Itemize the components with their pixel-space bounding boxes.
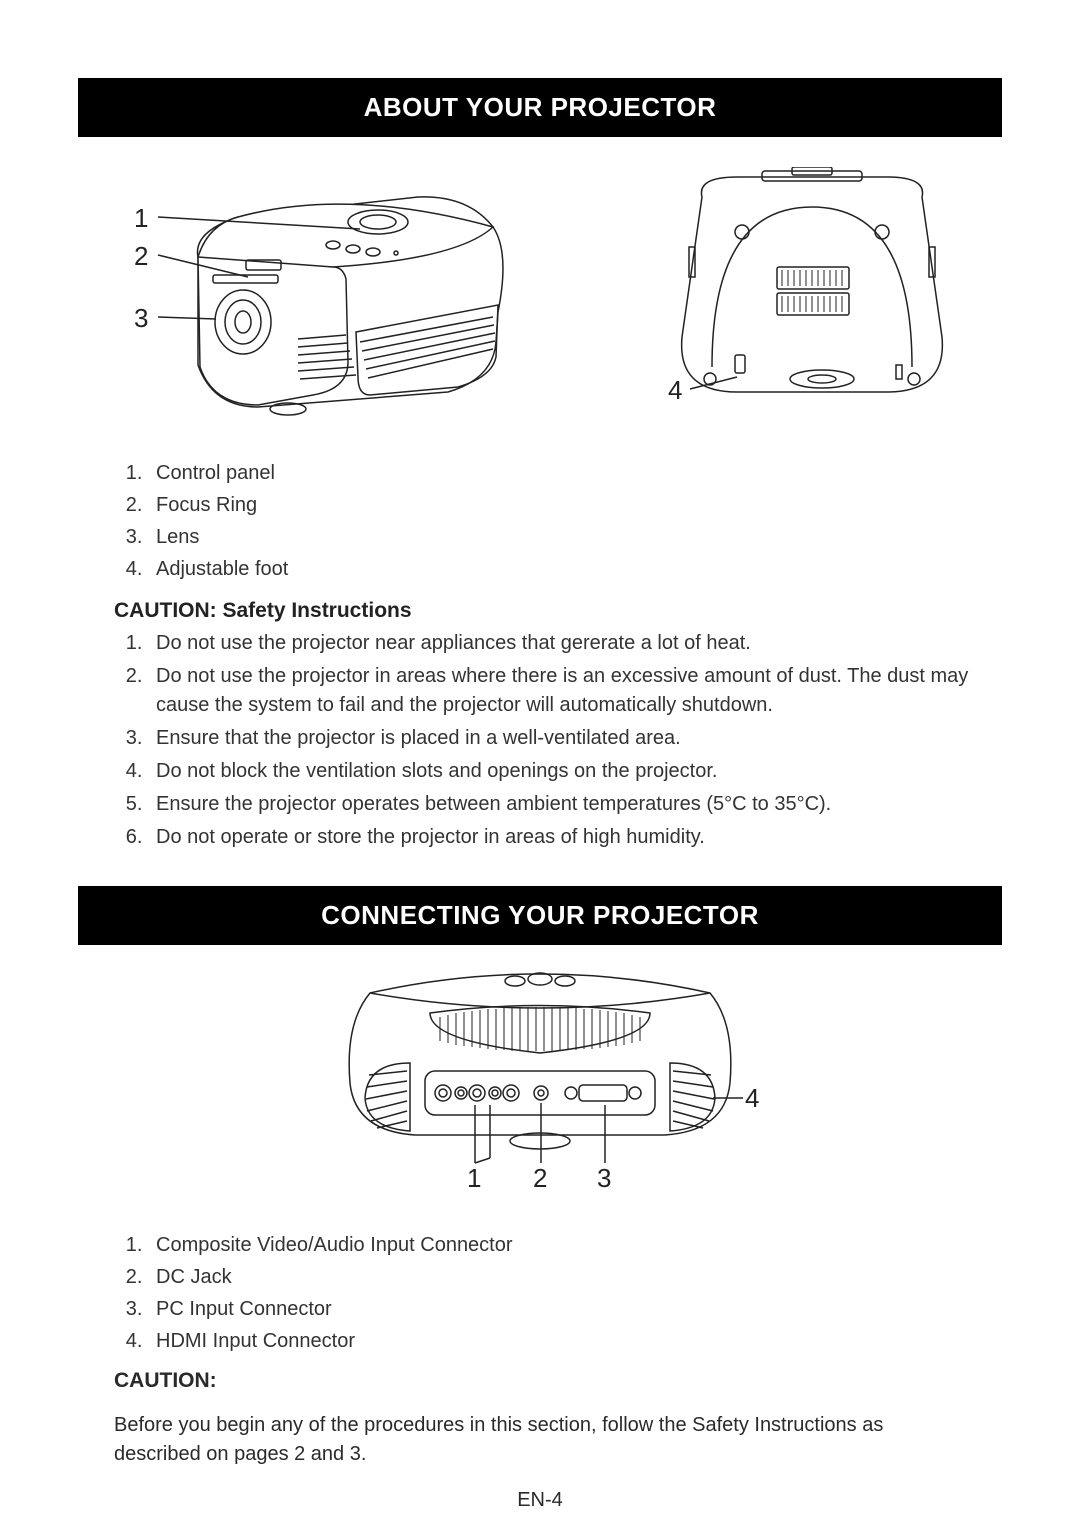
callout-4: 4 xyxy=(668,375,682,406)
safety-item: Do not block the ventilation slots and o… xyxy=(148,757,1002,786)
safety-item: Ensure that the projector is placed in a… xyxy=(148,724,1002,753)
projector-bottom-view: 4 xyxy=(642,167,982,417)
safety-item: Ensure the projector operates between am… xyxy=(148,790,1002,819)
projector-side-view: 1 2 3 xyxy=(98,167,538,427)
caution-safety-heading: CAUTION: Safety Instructions xyxy=(114,599,1002,623)
part-item: Control panel xyxy=(148,457,1002,489)
rear-callout-3: 3 xyxy=(597,1163,611,1194)
part-item: PC Input Connector xyxy=(148,1293,1002,1325)
callout-2: 2 xyxy=(134,241,148,272)
caution-heading: CAUTION: xyxy=(114,1369,1002,1393)
part-item: HDMI Input Connector xyxy=(148,1325,1002,1357)
safety-item: Do not use the projector near appliances… xyxy=(148,629,1002,658)
about-parts-list: Control panel Focus Ring Lens Adjustable… xyxy=(78,457,1002,585)
connecting-diagram: 1 2 3 4 xyxy=(78,945,1002,1219)
part-item: Lens xyxy=(148,521,1002,553)
part-item: Adjustable foot xyxy=(148,553,1002,585)
part-item: Focus Ring xyxy=(148,489,1002,521)
part-item: Composite Video/Audio Input Connector xyxy=(148,1229,1002,1261)
safety-item: Do not use the projector in areas where … xyxy=(148,662,1002,720)
safety-item: Do not operate or store the projector in… xyxy=(148,823,1002,852)
projector-rear-view: 1 2 3 4 xyxy=(315,963,765,1213)
rear-callout-1: 1 xyxy=(467,1163,481,1194)
rear-callout-4: 4 xyxy=(745,1083,759,1114)
caution-body-text: Before you begin any of the procedures i… xyxy=(114,1411,964,1469)
callout-3: 3 xyxy=(134,303,148,334)
part-item: DC Jack xyxy=(148,1261,1002,1293)
safety-instructions-list: Do not use the projector near appliances… xyxy=(78,629,1002,852)
rear-callout-2: 2 xyxy=(533,1163,547,1194)
section-title-connecting: CONNECTING YOUR PROJECTOR xyxy=(78,886,1002,945)
page-number: EN-4 xyxy=(78,1489,1002,1512)
section-title-about: ABOUT YOUR PROJECTOR xyxy=(78,78,1002,137)
callout-1: 1 xyxy=(134,203,148,234)
about-diagrams: 1 2 3 xyxy=(78,137,1002,447)
connecting-parts-list: Composite Video/Audio Input Connector DC… xyxy=(78,1229,1002,1357)
